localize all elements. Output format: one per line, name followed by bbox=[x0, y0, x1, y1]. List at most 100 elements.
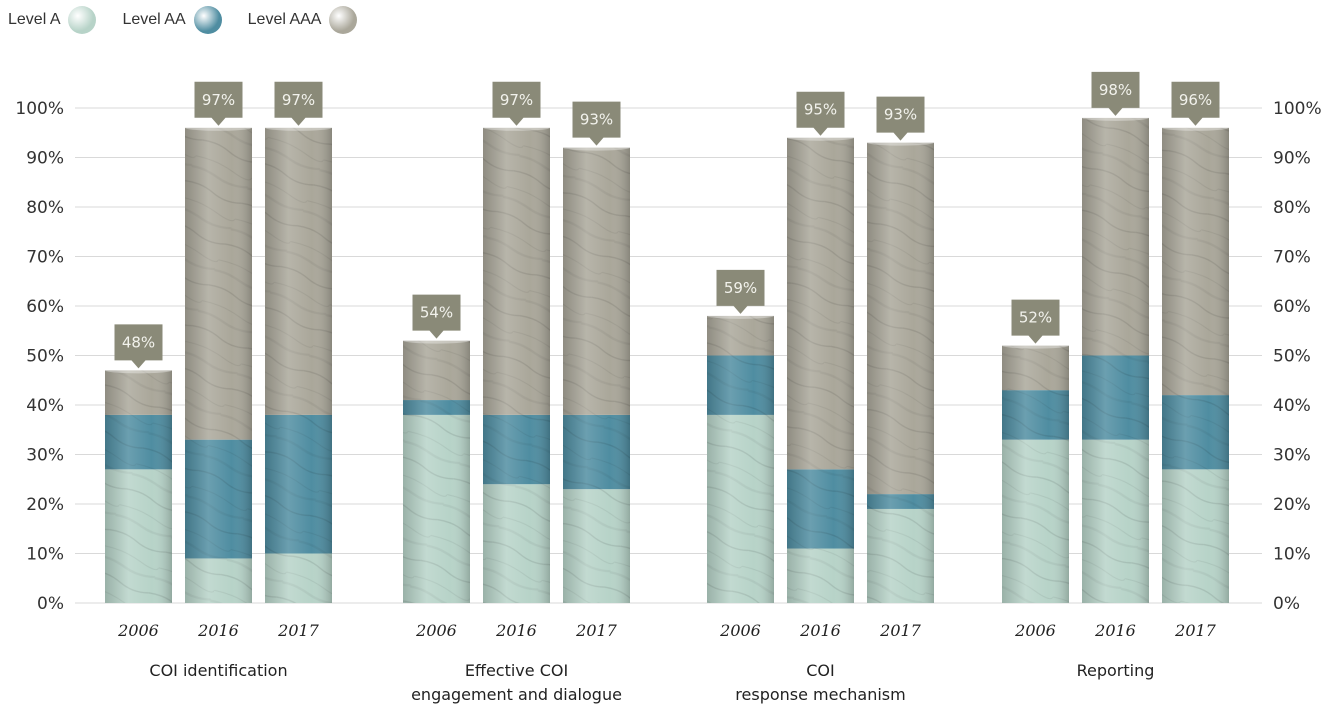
y-tick-label-left: 0% bbox=[37, 594, 64, 614]
bar-shading bbox=[1082, 117, 1149, 604]
value-callout bbox=[1091, 71, 1140, 116]
bar: 93% bbox=[867, 96, 934, 603]
bar-group: 59% 95% 93% bbox=[707, 91, 934, 603]
value-label: 52% bbox=[1019, 309, 1052, 327]
y-tick-label-right: 20% bbox=[1273, 495, 1311, 515]
y-tick-label-left: 50% bbox=[26, 347, 64, 367]
y-tick-label-left: 90% bbox=[26, 149, 64, 169]
legend: Level A Level AA Level AAA bbox=[8, 4, 383, 36]
value-callout bbox=[492, 81, 541, 126]
x-tick-label: 2017 bbox=[575, 621, 618, 640]
bars: 48% 97% 97% 54% 97% 93% 59% 95% 93% 52% 98% 96% bbox=[105, 71, 1229, 604]
value-label: 97% bbox=[282, 91, 315, 109]
bar-top-cap bbox=[403, 337, 470, 344]
x-tick-label: 2006 bbox=[117, 621, 159, 640]
x-tick-label: 2016 bbox=[495, 621, 537, 640]
legend-item-level-a: Level A bbox=[8, 6, 97, 34]
bar: 52% bbox=[1002, 299, 1069, 603]
value-label: 93% bbox=[580, 111, 613, 129]
y-tick-label-right: 100% bbox=[1273, 99, 1322, 119]
y-axis-right: 0% 10% 20% 30% 40% 50% 60% 70% 80% 90% 100% bbox=[1273, 99, 1322, 614]
bar-top-cap bbox=[867, 139, 934, 146]
bar-group: 48% 97% 97% bbox=[105, 81, 332, 604]
bar-top-cap bbox=[1082, 114, 1149, 121]
y-axis-left: 0% 10% 20% 30% 40% 50% 60% 70% 80% 90% 100% bbox=[15, 99, 64, 614]
bar: 97% bbox=[185, 81, 252, 604]
y-tick-label-left: 40% bbox=[26, 396, 64, 416]
bar-shading bbox=[483, 127, 550, 604]
value-label: 93% bbox=[884, 106, 917, 124]
value-label: 48% bbox=[122, 333, 155, 351]
y-tick-label-right: 80% bbox=[1273, 198, 1311, 218]
value-callout bbox=[412, 294, 461, 339]
group-label: engagement and dialogue bbox=[411, 685, 622, 704]
x-tick-label: 2017 bbox=[1174, 621, 1217, 640]
y-tick-label-right: 70% bbox=[1273, 248, 1311, 268]
group-label: Reporting bbox=[1077, 661, 1155, 680]
bar-shading bbox=[563, 147, 630, 603]
legend-label-level-a: Level A bbox=[8, 11, 61, 28]
bar: 95% bbox=[787, 91, 854, 603]
bar-top-cap bbox=[1002, 342, 1069, 349]
value-callout bbox=[1011, 299, 1060, 344]
x-tick-label: 2006 bbox=[415, 621, 457, 640]
y-tick-label-right: 90% bbox=[1273, 149, 1311, 169]
x-tick-label: 2016 bbox=[197, 621, 239, 640]
y-tick-label-right: 40% bbox=[1273, 396, 1311, 416]
bar-shading bbox=[867, 142, 934, 603]
bar-shading bbox=[787, 137, 854, 603]
legend-label-level-aa: Level AA bbox=[122, 11, 186, 28]
x-tick-label: 2016 bbox=[799, 621, 841, 640]
value-label: 54% bbox=[420, 304, 453, 322]
bar: 97% bbox=[483, 81, 550, 604]
value-label: 59% bbox=[724, 279, 757, 297]
bar-top-cap bbox=[105, 367, 172, 374]
bar-top-cap bbox=[265, 124, 332, 131]
value-callout bbox=[114, 324, 163, 369]
y-tick-label-left: 20% bbox=[26, 495, 64, 515]
x-tick-label: 2016 bbox=[1094, 621, 1136, 640]
y-tick-label-left: 30% bbox=[26, 446, 64, 466]
bar-shading bbox=[707, 315, 774, 603]
y-tick-label-left: 10% bbox=[26, 545, 64, 565]
value-label: 98% bbox=[1099, 81, 1132, 99]
legend-swatch-level-aaa bbox=[329, 6, 358, 34]
y-tick-label-right: 50% bbox=[1273, 347, 1311, 367]
value-callout bbox=[572, 101, 621, 146]
bar-top-cap bbox=[707, 312, 774, 319]
bar-shading bbox=[105, 370, 172, 603]
value-label: 96% bbox=[1179, 91, 1212, 109]
bar-top-cap bbox=[787, 134, 854, 141]
bar-group: 52% 98% 96% bbox=[1002, 71, 1229, 604]
group-label: response mechanism bbox=[735, 685, 905, 704]
group-label: COI identification bbox=[149, 661, 287, 680]
bar-top-cap bbox=[185, 124, 252, 131]
bar-group: 54% 97% 93% bbox=[403, 81, 630, 604]
x-tick-label: 2006 bbox=[1014, 621, 1056, 640]
bar: 97% bbox=[265, 81, 332, 604]
y-tick-label-right: 30% bbox=[1273, 446, 1311, 466]
bar-shading bbox=[265, 127, 332, 604]
legend-label-level-aaa: Level AAA bbox=[247, 11, 322, 28]
y-tick-label-right: 10% bbox=[1273, 545, 1311, 565]
bar-shading bbox=[403, 340, 470, 603]
legend-item-level-aaa: Level AAA bbox=[248, 6, 358, 34]
x-tick-label: 2017 bbox=[879, 621, 922, 640]
y-tick-label-right: 60% bbox=[1273, 297, 1311, 317]
value-callout bbox=[274, 81, 323, 126]
bar-shading bbox=[1162, 127, 1229, 604]
bar-shading bbox=[1002, 345, 1069, 603]
bar: 98% bbox=[1082, 71, 1149, 604]
bar-top-cap bbox=[1162, 124, 1229, 131]
legend-swatch-level-aa bbox=[193, 6, 222, 34]
y-tick-label-left: 60% bbox=[26, 297, 64, 317]
bar: 59% bbox=[707, 269, 774, 603]
value-callout bbox=[876, 96, 925, 141]
x-tick-label: 2006 bbox=[719, 621, 761, 640]
value-callout bbox=[194, 81, 243, 126]
group-label: COI bbox=[806, 661, 834, 680]
bar: 54% bbox=[403, 294, 470, 603]
legend-item-level-aa: Level AA bbox=[122, 6, 222, 34]
y-tick-label-left: 100% bbox=[15, 99, 64, 119]
